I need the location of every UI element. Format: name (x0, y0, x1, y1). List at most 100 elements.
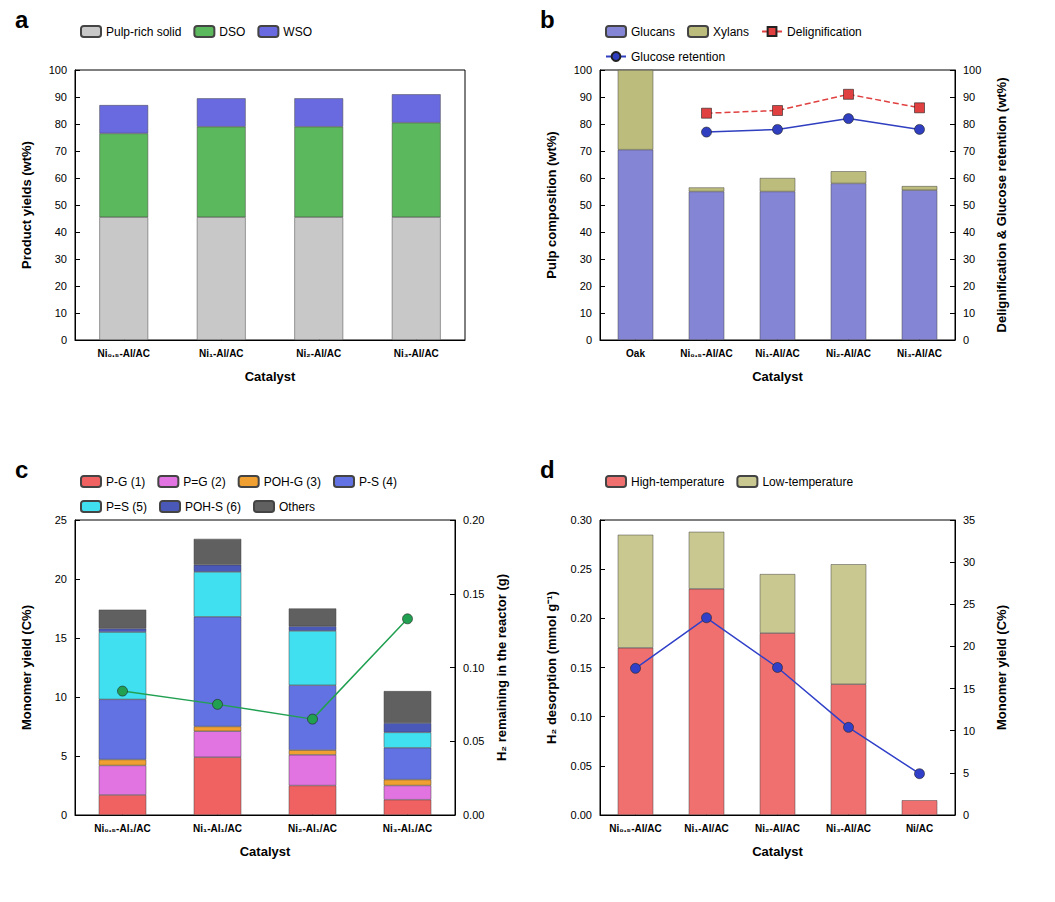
svg-text:90: 90 (55, 91, 67, 103)
svg-text:Ni₂-Al/AC: Ni₂-Al/AC (296, 348, 341, 359)
svg-text:25: 25 (963, 598, 975, 610)
svg-text:Ni₁-Al/AC: Ni₁-Al/AC (199, 348, 244, 359)
svg-text:0.20: 0.20 (571, 612, 592, 624)
svg-text:80: 80 (963, 118, 975, 130)
svg-text:0.10: 0.10 (571, 711, 592, 723)
svg-text:20: 20 (580, 280, 592, 292)
svg-text:Catalyst: Catalyst (245, 369, 296, 384)
svg-text:15: 15 (55, 632, 67, 644)
svg-text:15: 15 (963, 683, 975, 695)
svg-text:Product yields (wt%): Product yields (wt%) (19, 141, 34, 269)
svg-text:Pulp composition (wt%): Pulp composition (wt%) (544, 131, 559, 278)
svg-text:Ni₁-Al/AC: Ni₁-Al/AC (755, 348, 800, 359)
svg-text:20: 20 (55, 280, 67, 292)
svg-text:High-temperature: High-temperature (631, 475, 725, 489)
svg-text:40: 40 (963, 226, 975, 238)
svg-text:0: 0 (61, 809, 67, 821)
svg-text:70: 70 (963, 145, 975, 157)
svg-text:Ni₃-Al/AC: Ni₃-Al/AC (394, 348, 439, 359)
svg-text:Low-temperature: Low-temperature (762, 475, 853, 489)
svg-text:Ni₃-Al/AC: Ni₃-Al/AC (826, 823, 871, 834)
svg-text:Catalyst: Catalyst (240, 844, 291, 859)
svg-text:30: 30 (580, 253, 592, 265)
svg-text:Monomer yield (C%): Monomer yield (C%) (19, 605, 34, 730)
svg-text:90: 90 (580, 91, 592, 103)
svg-text:100: 100 (49, 64, 67, 76)
svg-text:10: 10 (55, 691, 67, 703)
svg-text:10: 10 (580, 307, 592, 319)
svg-text:0.05: 0.05 (571, 760, 592, 772)
svg-text:Ni₀.₅-Al/AC: Ni₀.₅-Al/AC (680, 348, 732, 359)
svg-text:P=G (2): P=G (2) (183, 475, 225, 489)
svg-text:b: b (540, 6, 555, 33)
svg-text:5: 5 (963, 767, 969, 779)
svg-text:Ni₃-Al₁/AC: Ni₃-Al₁/AC (383, 823, 432, 834)
svg-text:0: 0 (963, 809, 969, 821)
svg-text:60: 60 (580, 172, 592, 184)
svg-text:Ni₀.₅-Al/AC: Ni₀.₅-Al/AC (609, 823, 661, 834)
svg-text:Others: Others (279, 500, 315, 514)
svg-text:Glucans: Glucans (631, 25, 675, 39)
svg-text:Ni₂-Al/AC: Ni₂-Al/AC (826, 348, 871, 359)
svg-text:Ni₀.₅-Al/AC: Ni₀.₅-Al/AC (98, 348, 150, 359)
svg-text:a: a (15, 6, 29, 33)
svg-text:0.20: 0.20 (463, 514, 484, 526)
svg-text:Delignification & Glucose rete: Delignification & Glucose retention (wt%… (994, 78, 1009, 333)
svg-text:20: 20 (55, 573, 67, 585)
svg-text:100: 100 (574, 64, 592, 76)
svg-text:40: 40 (55, 226, 67, 238)
svg-text:H₂ remaining in the reactor (g: H₂ remaining in the reactor (g) (494, 574, 509, 761)
svg-text:Ni₃-Al/AC: Ni₃-Al/AC (897, 348, 942, 359)
svg-text:0.00: 0.00 (571, 809, 592, 821)
svg-text:Ni₁-Al/AC: Ni₁-Al/AC (684, 823, 729, 834)
svg-text:0: 0 (963, 334, 969, 346)
svg-text:0.25: 0.25 (571, 563, 592, 575)
svg-text:100: 100 (963, 64, 981, 76)
svg-text:70: 70 (580, 145, 592, 157)
svg-text:0.10: 0.10 (463, 662, 484, 674)
svg-text:Ni₂-Al/AC: Ni₂-Al/AC (755, 823, 800, 834)
svg-text:70: 70 (55, 145, 67, 157)
svg-text:POH-S (6): POH-S (6) (185, 500, 241, 514)
svg-text:0.30: 0.30 (571, 514, 592, 526)
svg-text:Delignification: Delignification (787, 25, 862, 39)
svg-text:Ni₀.₅-Al₁/AC: Ni₀.₅-Al₁/AC (94, 823, 151, 834)
svg-text:20: 20 (963, 280, 975, 292)
svg-text:0.15: 0.15 (463, 588, 484, 600)
svg-text:25: 25 (55, 514, 67, 526)
svg-text:WSO: WSO (283, 25, 312, 39)
svg-text:80: 80 (580, 118, 592, 130)
svg-text:0.15: 0.15 (571, 662, 592, 674)
svg-text:40: 40 (580, 226, 592, 238)
svg-text:Ni₁-Al₁/AC: Ni₁-Al₁/AC (193, 823, 242, 834)
svg-text:50: 50 (580, 199, 592, 211)
svg-text:P-G (1): P-G (1) (106, 475, 145, 489)
svg-text:P=S (5): P=S (5) (106, 500, 147, 514)
svg-text:20: 20 (963, 640, 975, 652)
svg-text:0: 0 (61, 334, 67, 346)
svg-text:10: 10 (963, 307, 975, 319)
svg-text:Pulp-rich solid: Pulp-rich solid (106, 25, 181, 39)
svg-text:Ni/AC: Ni/AC (906, 823, 933, 834)
svg-text:30: 30 (55, 253, 67, 265)
svg-text:Monomer yield (C%): Monomer yield (C%) (994, 605, 1009, 730)
svg-text:30: 30 (963, 556, 975, 568)
svg-text:Catalyst: Catalyst (752, 844, 803, 859)
svg-text:80: 80 (55, 118, 67, 130)
svg-text:d: d (540, 456, 555, 483)
svg-text:c: c (15, 456, 28, 483)
svg-text:DSO: DSO (219, 25, 245, 39)
svg-text:0.00: 0.00 (463, 809, 484, 821)
svg-text:0: 0 (586, 334, 592, 346)
svg-text:Catalyst: Catalyst (752, 369, 803, 384)
svg-text:0.05: 0.05 (463, 735, 484, 747)
svg-text:Ni₂-Al₁/AC: Ni₂-Al₁/AC (288, 823, 337, 834)
svg-text:Glucose retention: Glucose retention (631, 50, 725, 64)
svg-text:90: 90 (963, 91, 975, 103)
svg-text:35: 35 (963, 514, 975, 526)
svg-text:Xylans: Xylans (713, 25, 749, 39)
svg-text:60: 60 (963, 172, 975, 184)
svg-text:P-S (4): P-S (4) (359, 475, 397, 489)
svg-text:POH-G (3): POH-G (3) (264, 475, 321, 489)
svg-text:5: 5 (61, 750, 67, 762)
